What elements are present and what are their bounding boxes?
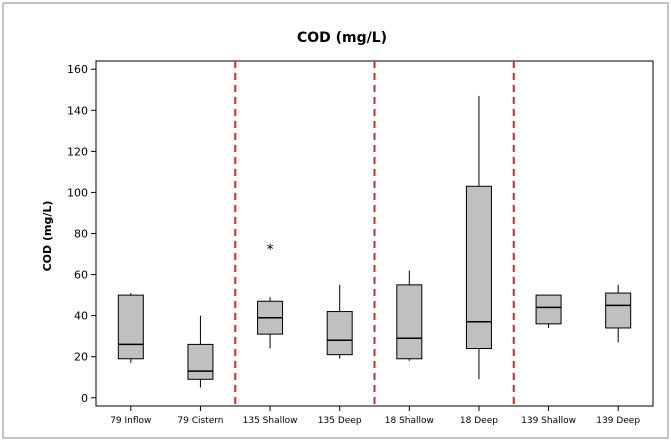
chart-title: COD (mg/L) — [297, 30, 387, 46]
chart-outer-border — [2, 2, 669, 439]
y-tick-label: 20 — [74, 351, 88, 364]
x-tick-label: 79 Inflow — [110, 416, 151, 426]
boxes-layer: * — [117, 95, 632, 388]
divider-layer — [234, 61, 515, 406]
box-group — [535, 294, 562, 328]
x-tick-label: 135 Shallow — [243, 416, 298, 426]
y-tick-label: 40 — [74, 310, 88, 323]
outlier-marker: * — [267, 242, 274, 258]
x-tick-label: 139 Shallow — [521, 416, 576, 426]
box-group — [187, 315, 214, 388]
box-group — [326, 284, 353, 359]
iqr-box — [117, 294, 144, 360]
iqr-box — [326, 311, 353, 356]
x-tick-label: 18 Deep — [460, 416, 498, 426]
y-tick-label: 0 — [81, 392, 88, 405]
box-group — [605, 284, 632, 343]
y-tick-label: 100 — [67, 186, 88, 199]
iqr-box — [605, 292, 632, 329]
y-tick-label: 80 — [74, 228, 88, 241]
y-tick-label: 160 — [67, 63, 88, 76]
y-axis: 0 20 40 60 80 100 120 140 160 — [67, 63, 96, 405]
box-group — [117, 293, 144, 363]
iqr-box — [187, 343, 214, 380]
y-tick-label: 140 — [67, 104, 88, 117]
x-tick-label: 135 Deep — [318, 416, 362, 426]
x-tick-label: 79 Cistern — [177, 416, 223, 426]
x-tick-label: 139 Deep — [596, 416, 640, 426]
y-axis-label: COD (mg/L) — [41, 201, 54, 272]
y-tick-label: 120 — [67, 145, 88, 158]
iqr-box — [465, 185, 492, 349]
iqr-box — [535, 294, 562, 325]
box-group — [465, 95, 492, 380]
x-tick-label: 18 Shallow — [385, 416, 434, 426]
box-group: * — [257, 242, 284, 349]
x-axis: 79 Inflow 79 Cistern 135 Shallow 135 Deep 18… — [110, 406, 640, 426]
iqr-box — [396, 284, 423, 360]
y-tick-label: 60 — [74, 269, 88, 282]
box-group — [396, 270, 423, 361]
